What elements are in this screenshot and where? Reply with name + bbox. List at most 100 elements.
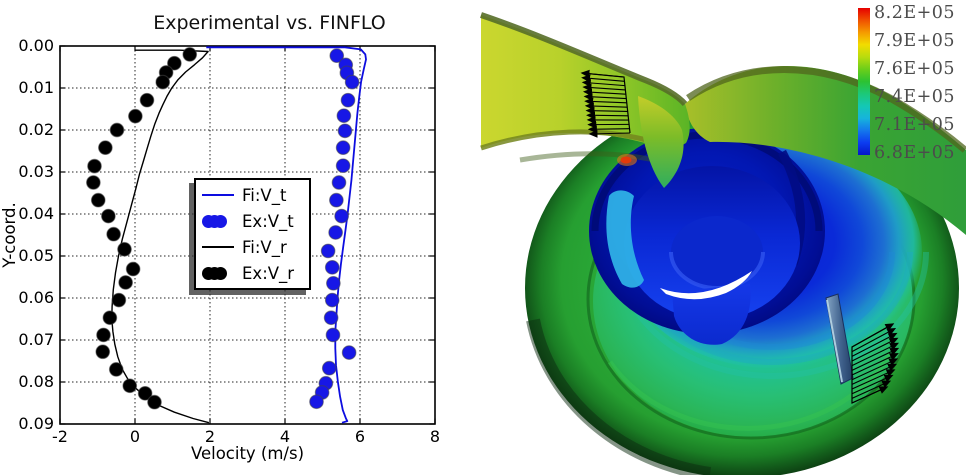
series-marker-Ex:V_t — [335, 158, 351, 174]
legend-label: Fi:V_t — [242, 185, 287, 205]
series-line-Fi:V_t — [206, 46, 367, 424]
velocity-vector — [581, 74, 625, 83]
series-marker-Ex:V_r — [117, 241, 132, 257]
y-tick-label: 0.07 — [18, 330, 54, 349]
velocity-vector-profile-volute — [851, 323, 900, 404]
velocity-vector — [583, 92, 627, 101]
series-marker-Ex:V_r — [111, 292, 127, 308]
y-tick-label: 0.03 — [18, 162, 54, 181]
legend-entry: Fi:V_r — [202, 234, 309, 260]
series-marker-Ex:V_r — [125, 261, 141, 277]
casing-top-surface — [685, 66, 966, 236]
velocity-vector — [851, 332, 898, 357]
series-marker-Ex:V_t — [329, 48, 345, 64]
velocity-profile-chart: Experimental vs. FINFLO Y-coord. Velocit… — [0, 0, 460, 475]
duct-top-edge-shadow — [480, 12, 688, 107]
x-tick-label: 2 — [204, 427, 216, 446]
series-marker-Ex:V_r — [86, 175, 101, 190]
velocity-vector — [585, 106, 628, 115]
axes-frame — [59, 45, 436, 425]
legend: Fi:V_t Ex:V_t Fi:V_r Ex:V_r — [194, 178, 311, 290]
velocity-vector — [851, 323, 895, 348]
y-axis-label: Y-coord. — [0, 202, 19, 268]
series-marker-Ex:V_r — [90, 192, 106, 208]
legend-entry: Fi:V_t — [202, 182, 309, 208]
velocity-vector — [851, 374, 894, 395]
y-tick-label: 0.01 — [18, 78, 54, 97]
series-marker-Ex:V_r — [106, 226, 121, 242]
series-marker-Ex:V_t — [324, 292, 340, 308]
legend-line-icon — [202, 194, 238, 196]
guide-vane-highlight — [826, 299, 843, 383]
series-marker-Ex:V_t — [321, 360, 337, 376]
legend-line-icon — [202, 246, 238, 248]
series-marker-Ex:V_t — [320, 243, 336, 259]
velocity-vector — [587, 125, 630, 134]
y-tick-label: 0.00 — [18, 36, 54, 55]
series-marker-Ex:V_t — [323, 310, 339, 326]
series-marker-Ex:V_r — [128, 108, 143, 124]
velocity-vector — [851, 386, 889, 404]
y-tick-label: 0.08 — [18, 372, 54, 391]
velocity-vector — [584, 102, 628, 111]
guide-vane — [825, 293, 854, 385]
series-marker-Ex:V_r — [167, 55, 182, 71]
scroll-cyan-patch — [606, 190, 644, 288]
velocity-vector — [851, 363, 898, 385]
velocity-vector — [851, 337, 899, 362]
legend-label: Ex:V_t — [242, 211, 294, 231]
legend-entry: Ex:V_r — [202, 260, 309, 286]
velocity-vector — [851, 353, 899, 376]
y-tick-label: 0.04 — [18, 204, 54, 223]
series-marker-Ex:V_t — [328, 225, 343, 240]
legend-label: Fi:V_r — [242, 237, 287, 257]
chart-title: Experimental vs. FINFLO — [153, 12, 386, 34]
y-tick-label: 0.06 — [18, 288, 54, 307]
velocity-vector — [586, 111, 629, 120]
colorbar-label: 7.1E+05 — [874, 115, 956, 135]
series-marker-Ex:V_t — [325, 327, 341, 343]
legend-dots-icon — [202, 266, 238, 280]
colorbar-label: 7.9E+05 — [874, 31, 956, 51]
series-marker-Ex:V_t — [324, 259, 340, 275]
series-marker-Ex:V_r — [98, 140, 113, 155]
legend-dots-icon — [202, 214, 238, 228]
x-tick-label: 8 — [429, 427, 441, 446]
series-marker-Ex:V_t — [331, 175, 347, 190]
series-marker-Ex:V_r — [101, 208, 116, 224]
colorbar-label: 8.2E+05 — [874, 3, 956, 23]
colorbar-label: 7.4E+05 — [874, 87, 956, 107]
series-marker-Ex:V_r — [139, 92, 155, 108]
velocity-vector-profile-inlet — [580, 69, 631, 138]
colorbar-label: 6.8E+05 — [874, 143, 956, 163]
series-marker-Ex:V_r — [147, 394, 162, 410]
velocity-vector — [588, 129, 631, 138]
legend-label: Ex:V_r — [242, 263, 295, 283]
series-marker-Ex:V_r — [155, 74, 171, 90]
casing-shadow-arc — [526, 318, 712, 475]
series-marker-Ex:V_t — [326, 275, 341, 291]
colorbar-gradient — [858, 8, 870, 155]
series-marker-Ex:V_t — [341, 345, 357, 360]
x-tick-label: 0 — [129, 427, 141, 446]
series-marker-Ex:V_r — [108, 362, 124, 377]
series-marker-Ex:V_r — [96, 327, 111, 343]
velocity-vector — [851, 369, 896, 390]
velocity-vector — [582, 88, 626, 97]
impeller-eye — [671, 216, 763, 288]
cfd-visualization: 8.2E+05 7.9E+05 7.6E+05 7.4E+05 7.1E+05 6.8E+… — [460, 0, 966, 475]
x-tick-label: 6 — [354, 427, 366, 446]
series-marker-Ex:V_r — [122, 378, 138, 394]
series-marker-Ex:V_r — [109, 122, 125, 138]
series-marker-Ex:V_t — [344, 74, 360, 90]
volute-tongue — [638, 96, 684, 188]
series-marker-Ex:V_t — [329, 192, 344, 208]
x-tick-label: 4 — [279, 427, 291, 446]
y-tick-label: 0.02 — [18, 120, 54, 139]
velocity-vector — [580, 69, 625, 78]
series-marker-Ex:V_t — [336, 108, 352, 124]
duct-bottom-edge-shadow — [480, 129, 651, 151]
series-marker-Ex:V_t — [337, 123, 353, 139]
velocity-vector — [851, 347, 900, 371]
